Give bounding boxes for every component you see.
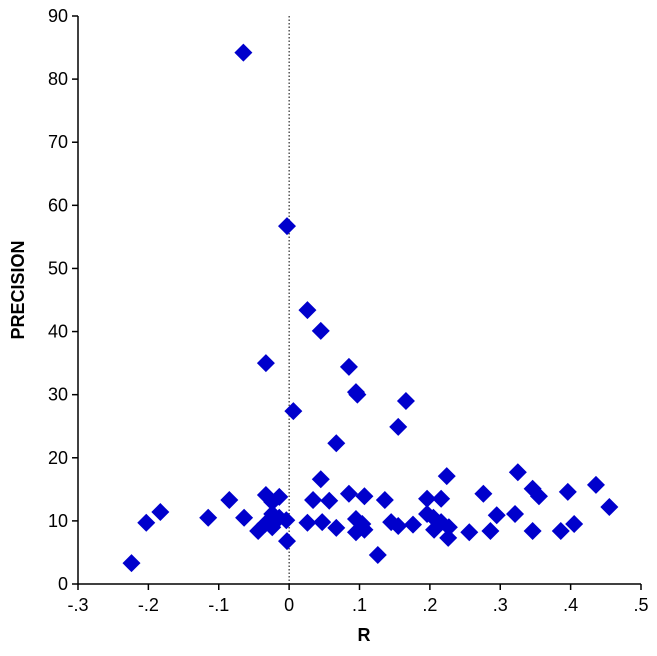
point: [249, 521, 268, 540]
point: [460, 523, 479, 542]
point: [425, 520, 444, 539]
point: [327, 434, 346, 453]
point: [600, 498, 619, 517]
point: [298, 301, 317, 320]
point: [529, 487, 548, 506]
y-tick-label: 70: [48, 132, 68, 152]
x-tick-label: .5: [633, 595, 648, 615]
point: [551, 521, 570, 540]
x-tick-label: .1: [352, 595, 367, 615]
point: [137, 513, 156, 532]
point: [277, 511, 296, 530]
point: [474, 484, 493, 503]
point: [418, 489, 437, 508]
point: [278, 532, 297, 551]
point: [151, 503, 170, 522]
point: [220, 491, 239, 510]
x-tick-label: -.1: [208, 595, 229, 615]
x-tick-label: .3: [493, 595, 508, 615]
x-tick-label: .4: [563, 595, 578, 615]
point: [263, 518, 282, 537]
point: [199, 508, 218, 527]
point: [396, 391, 415, 410]
point: [235, 508, 254, 527]
point: [278, 217, 297, 236]
point: [256, 354, 275, 373]
x-axis-title: R: [358, 625, 371, 645]
point: [586, 475, 605, 494]
y-tick-label: 60: [48, 195, 68, 215]
point: [481, 521, 500, 540]
point: [437, 467, 456, 486]
y-tick-label: 50: [48, 258, 68, 278]
x-tick-label: .2: [422, 595, 437, 615]
y-tick-label: 10: [48, 511, 68, 531]
point: [298, 513, 317, 532]
y-tick-label: 40: [48, 322, 68, 342]
point: [355, 487, 374, 506]
x-tick-label: -.3: [67, 595, 88, 615]
point: [432, 489, 451, 508]
point: [439, 518, 458, 537]
point: [339, 484, 358, 503]
point: [565, 515, 584, 534]
point: [320, 491, 339, 510]
point: [403, 515, 422, 534]
point: [389, 417, 408, 436]
y-tick-label: 20: [48, 448, 68, 468]
point: [263, 492, 282, 511]
point: [508, 463, 527, 482]
point: [284, 402, 303, 421]
point: [368, 545, 387, 564]
x-tick-label: 0: [284, 595, 294, 615]
point: [311, 470, 330, 489]
x-tick-label: -.2: [138, 595, 159, 615]
point: [339, 357, 358, 376]
point: [375, 491, 394, 510]
point: [122, 554, 141, 573]
point: [506, 504, 525, 523]
y-tick-label: 80: [48, 69, 68, 89]
point: [234, 43, 253, 62]
point: [304, 491, 323, 510]
y-tick-label: 0: [58, 574, 68, 594]
point: [348, 385, 367, 404]
point: [487, 506, 506, 525]
point: [523, 521, 542, 540]
y-tick-label: 30: [48, 385, 68, 405]
point: [311, 321, 330, 340]
point: [439, 528, 458, 547]
point: [327, 518, 346, 537]
point: [355, 520, 374, 539]
point: [558, 482, 577, 501]
y-tick-label: 90: [48, 6, 68, 26]
point: [389, 516, 408, 535]
point: [313, 513, 332, 532]
y-axis-title: PRECISION: [8, 240, 28, 339]
